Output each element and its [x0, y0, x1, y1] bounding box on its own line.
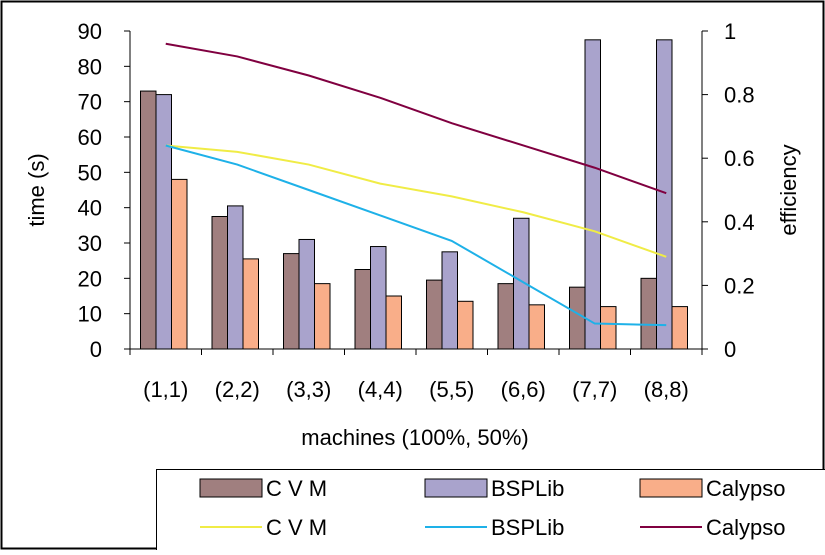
legend-label: BSPLib — [491, 515, 564, 540]
bar-bsplib-2 — [228, 206, 244, 349]
legend-label: C V M — [266, 476, 327, 501]
x-tick-label: (8,8) — [644, 377, 689, 402]
bar-bsplib-3 — [299, 239, 315, 349]
x-tick-label: (1,1) — [143, 377, 188, 402]
bar-calypso-5 — [458, 301, 474, 349]
legend-label: Calypso — [706, 476, 785, 501]
bar-bsplib-4 — [371, 247, 387, 349]
y-tick-label: 60 — [78, 125, 102, 150]
y-tick-label: 40 — [78, 196, 102, 221]
x-tick-label: (3,3) — [286, 377, 331, 402]
legend-swatch-bar — [425, 479, 487, 497]
bar-bsplib-5 — [442, 252, 458, 349]
bar-calypso-6 — [529, 305, 545, 349]
legend-swatch-bar — [640, 479, 702, 497]
legend-label: C V M — [266, 515, 327, 540]
x-tick-label: (2,2) — [215, 377, 260, 402]
bar-bsplib-7 — [585, 40, 601, 349]
y-axis-title: time (s) — [24, 153, 49, 226]
bar-calypso-8 — [672, 307, 688, 349]
bar-calypso-7 — [601, 307, 617, 349]
legend-label: Calypso — [706, 515, 785, 540]
bar-calypso-1 — [172, 179, 188, 349]
bar-cvm-5 — [427, 280, 443, 349]
x-tick-label: (4,4) — [358, 377, 403, 402]
bar-cvm-7 — [570, 287, 586, 349]
y2-tick-label: 0.4 — [724, 210, 755, 235]
x-tick-label: (6,6) — [501, 377, 546, 402]
y-tick-label: 30 — [78, 231, 102, 256]
y2-axis-title: efficiency — [776, 144, 801, 235]
y2-tick-label: 0.2 — [724, 273, 755, 298]
bar-calypso-2 — [243, 259, 259, 349]
legend: C V M BSPLib Calypso C V M BSPLib Calypso — [157, 470, 825, 551]
x-tick-label: (7,7) — [572, 377, 617, 402]
y-tick-label: 90 — [78, 19, 102, 44]
y-tick-label: 10 — [78, 302, 102, 327]
x-tick-label: (5,5) — [429, 377, 474, 402]
y-tick-label: 70 — [78, 90, 102, 115]
bar-cvm-4 — [355, 270, 371, 350]
y2-tick-label: 0.8 — [724, 83, 755, 108]
bar-cvm-3 — [284, 254, 300, 349]
legend-swatch-bar — [200, 479, 262, 497]
y-tick-label: 50 — [78, 160, 102, 185]
bar-cvm-6 — [498, 284, 514, 349]
x-axis-title: machines (100%, 50%) — [301, 425, 528, 450]
bar-calypso-3 — [315, 284, 331, 349]
bar-bsplib-8 — [657, 40, 673, 349]
bar-cvm-8 — [641, 278, 657, 349]
bar-cvm-1 — [141, 91, 157, 349]
bar-calypso-4 — [386, 296, 402, 349]
y-tick-label: 0 — [90, 337, 102, 362]
y-tick-label: 20 — [78, 266, 102, 291]
y2-tick-label: 0 — [724, 337, 736, 362]
bar-bsplib-1 — [156, 95, 172, 349]
y2-tick-label: 1 — [724, 19, 736, 44]
y-tick-label: 80 — [78, 54, 102, 79]
y2-tick-label: 0.6 — [724, 146, 755, 171]
legend-label: BSPLib — [491, 476, 564, 501]
bar-cvm-2 — [212, 217, 228, 350]
